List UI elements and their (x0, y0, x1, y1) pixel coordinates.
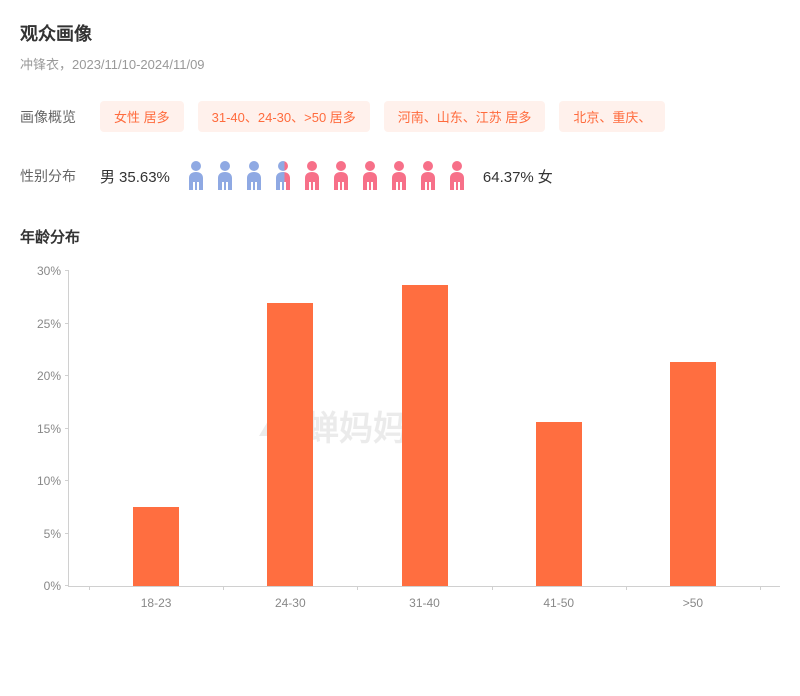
age-bar (670, 362, 716, 586)
ytick-mark (65, 375, 69, 376)
person-icon (184, 160, 208, 192)
overview-tags: 女性 居多 31-40、24-30、>50 居多河南、山东、江苏 居多北京、重庆、 (100, 101, 665, 132)
person-icon (387, 160, 411, 192)
person-icon (416, 160, 440, 192)
age-chart: 蝉妈妈 18-2324-3031-4041-50>50 0%5%10%15%20… (20, 271, 780, 621)
xtick-mark (357, 586, 358, 590)
person-icon (445, 160, 469, 192)
overview-tag: 31-40、24-30、>50 居多 (198, 101, 370, 132)
ytick-label: 10% (21, 474, 61, 488)
gender-people-icons (184, 160, 469, 192)
xtick-label: >50 (683, 596, 703, 610)
page-title: 观众画像 (20, 20, 780, 46)
ytick-mark (65, 585, 69, 586)
person-icon (271, 160, 295, 192)
gender-male-text: 男 35.63% (100, 166, 170, 187)
gender-label: 性别分布 (20, 166, 100, 186)
overview-row: 画像概览 女性 居多 31-40、24-30、>50 居多河南、山东、江苏 居多北… (20, 101, 780, 132)
overview-tag: 河南、山东、江苏 居多 (384, 101, 546, 132)
ytick-label: 15% (21, 422, 61, 436)
gender-row: 性别分布 男 35.63% (20, 160, 780, 192)
ytick-mark (65, 480, 69, 481)
ytick-label: 25% (21, 317, 61, 331)
xtick-label: 24-30 (275, 596, 306, 610)
ytick-label: 20% (21, 369, 61, 383)
ytick-label: 30% (21, 264, 61, 278)
overview-label: 画像概览 (20, 107, 100, 127)
gender-female-label: 女 (538, 166, 553, 187)
person-icon (358, 160, 382, 192)
ytick-label: 0% (21, 579, 61, 593)
bar-slot: 31-40 (357, 271, 491, 586)
xtick-mark (223, 586, 224, 590)
page-subtitle: 冲锋衣，2023/11/10-2024/11/09 (20, 54, 780, 73)
age-bar (267, 303, 313, 587)
gender-male-pct: 35.63% (119, 169, 170, 186)
gender-male-label: 男 (100, 166, 115, 187)
ytick-mark (65, 533, 69, 534)
bar-slot: 41-50 (492, 271, 626, 586)
person-icon (329, 160, 353, 192)
person-icon (300, 160, 324, 192)
age-bar (536, 422, 582, 586)
bar-slot: 18-23 (89, 271, 223, 586)
xtick-mark (760, 586, 761, 590)
ytick-mark (65, 323, 69, 324)
xtick-label: 18-23 (141, 596, 172, 610)
bar-slot: 24-30 (223, 271, 357, 586)
overview-tag: 女性 居多 (100, 101, 184, 132)
ytick-mark (65, 428, 69, 429)
age-chart-bars: 18-2324-3031-4041-50>50 (69, 271, 780, 586)
xtick-label: 41-50 (543, 596, 574, 610)
gender-female-pct: 64.37% (483, 169, 534, 186)
overview-tag: 北京、重庆、 (559, 101, 665, 132)
bar-slot: >50 (626, 271, 760, 586)
age-bar (402, 285, 448, 586)
xtick-label: 31-40 (409, 596, 440, 610)
person-icon (213, 160, 237, 192)
ytick-label: 5% (21, 527, 61, 541)
person-icon (242, 160, 266, 192)
xtick-mark (626, 586, 627, 590)
ytick-mark (65, 270, 69, 271)
age-chart-area: 蝉妈妈 18-2324-3031-4041-50>50 0%5%10%15%20… (68, 271, 780, 587)
gender-female-text: 64.37% 女 (483, 166, 553, 187)
xtick-mark (89, 586, 90, 590)
xtick-mark (492, 586, 493, 590)
age-bar (133, 507, 179, 586)
age-section-title: 年龄分布 (20, 226, 780, 247)
